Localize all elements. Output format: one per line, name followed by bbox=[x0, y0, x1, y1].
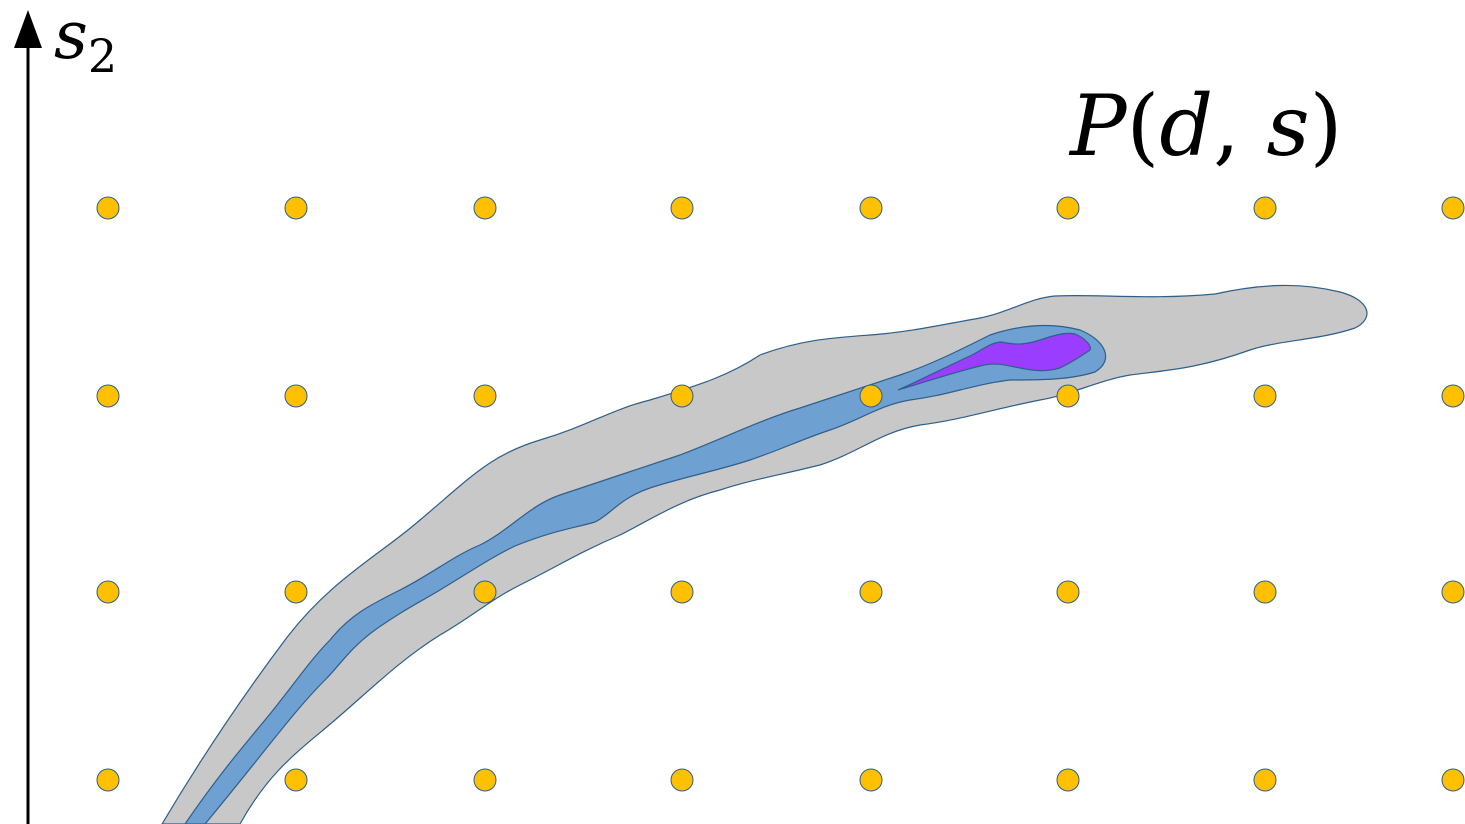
s2-axis-label: s2 bbox=[54, 0, 117, 83]
grid-point bbox=[473, 580, 497, 604]
grid-point bbox=[284, 580, 308, 604]
s2-axis-label-subscript: 2 bbox=[88, 29, 117, 83]
grid-point bbox=[96, 196, 120, 220]
inner-credible-region bbox=[897, 332, 1091, 391]
grid-point bbox=[96, 580, 120, 604]
grid-point bbox=[284, 196, 308, 220]
grid-point bbox=[859, 384, 883, 408]
grid-point bbox=[670, 384, 694, 408]
grid-point bbox=[1056, 580, 1080, 604]
grid-point bbox=[284, 768, 308, 792]
grid-point bbox=[1056, 196, 1080, 220]
posterior-title-comma: , bbox=[1213, 77, 1240, 175]
posterior-title-space bbox=[1240, 77, 1267, 175]
s2-axis-label-base: s bbox=[54, 0, 88, 74]
grid-point bbox=[859, 580, 883, 604]
grid-point bbox=[670, 768, 694, 792]
grid-point bbox=[1441, 384, 1465, 408]
s2-axis-arrowhead bbox=[14, 10, 42, 48]
middle-credible-region bbox=[184, 324, 1107, 824]
grid-point bbox=[284, 384, 308, 408]
grid-point bbox=[1056, 384, 1080, 408]
grid-point bbox=[96, 768, 120, 792]
grid-point bbox=[473, 196, 497, 220]
grid-point bbox=[670, 580, 694, 604]
grid-point bbox=[473, 768, 497, 792]
grid-point bbox=[1253, 384, 1277, 408]
posterior-title-arg-d: d bbox=[1159, 77, 1213, 175]
grid-point bbox=[859, 768, 883, 792]
posterior-title: P(d, s) bbox=[1068, 77, 1342, 175]
outer-credible-region bbox=[161, 284, 1368, 824]
grid-point bbox=[1056, 768, 1080, 792]
sample-grid bbox=[96, 196, 1465, 792]
grid-point bbox=[1441, 768, 1465, 792]
grid-point bbox=[1253, 768, 1277, 792]
grid-point bbox=[1253, 580, 1277, 604]
grid-point bbox=[96, 384, 120, 408]
grid-point bbox=[1441, 196, 1465, 220]
posterior-title-close-paren: ) bbox=[1310, 77, 1343, 175]
posterior-title-script-p: P bbox=[1068, 77, 1128, 175]
grid-point bbox=[473, 384, 497, 408]
posterior-title-arg-s: s bbox=[1267, 77, 1310, 175]
grid-point bbox=[1253, 196, 1277, 220]
grid-point bbox=[670, 196, 694, 220]
posterior-title-open-paren: ( bbox=[1127, 77, 1160, 175]
grid-point bbox=[859, 196, 883, 220]
grid-point bbox=[1441, 580, 1465, 604]
